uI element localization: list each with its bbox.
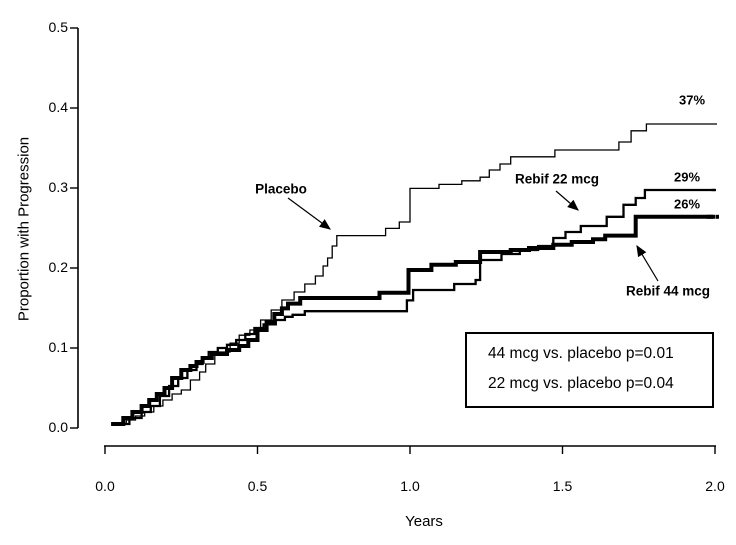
survival-curves bbox=[111, 123, 719, 426]
final-percent-37: 37% bbox=[678, 92, 706, 108]
arrow-rebif-44-mcg bbox=[636, 244, 659, 282]
y-tick-label-0.4: 0.4 bbox=[48, 99, 68, 115]
pvalue-line-44: 44 mcg vs. placebo p=0.01 bbox=[488, 345, 674, 362]
x-tick-label-0.5: 0.5 bbox=[247, 478, 268, 494]
curve-label-rebif-22-mcg: Rebif 22 mcg bbox=[514, 171, 600, 187]
x-tick-label-1.0: 1.0 bbox=[400, 478, 420, 494]
arrow-placebo bbox=[287, 197, 331, 230]
final-percent-29: 29% bbox=[673, 169, 701, 185]
y-tick-label-0.1: 0.1 bbox=[48, 339, 68, 355]
curve-label-placebo: Placebo bbox=[255, 181, 307, 197]
x-axis-title: Years bbox=[405, 513, 443, 530]
y-tick-label-0.3: 0.3 bbox=[48, 179, 68, 195]
y-tick-label-0.5: 0.5 bbox=[48, 19, 68, 35]
pvalue-box: 44 mcg vs. placebo p=0.01 22 mcg vs. pla… bbox=[465, 332, 714, 408]
curve-placebo bbox=[111, 123, 717, 425]
curve-label-rebif-44-mcg: Rebif 44 mcg bbox=[625, 283, 711, 299]
x-tick-label-2.0: 2.0 bbox=[705, 478, 725, 494]
y-axis-title: Proportion with Progression bbox=[15, 136, 33, 322]
annotation-arrows bbox=[287, 190, 659, 282]
x-tick-label-1.5: 1.5 bbox=[552, 478, 573, 494]
axes bbox=[70, 27, 716, 454]
curve-rebif-44-mcg bbox=[111, 214, 715, 426]
final-percent-26: 26% bbox=[673, 196, 701, 212]
arrow-rebif-22-mcg bbox=[555, 190, 579, 211]
y-tick-label-0.0: 0.0 bbox=[48, 419, 68, 435]
y-tick-label-0.2: 0.2 bbox=[48, 259, 68, 275]
pvalue-line-22: 22 mcg vs. placebo p=0.04 bbox=[488, 375, 674, 392]
x-tick-label-0.0: 0.0 bbox=[95, 478, 115, 494]
